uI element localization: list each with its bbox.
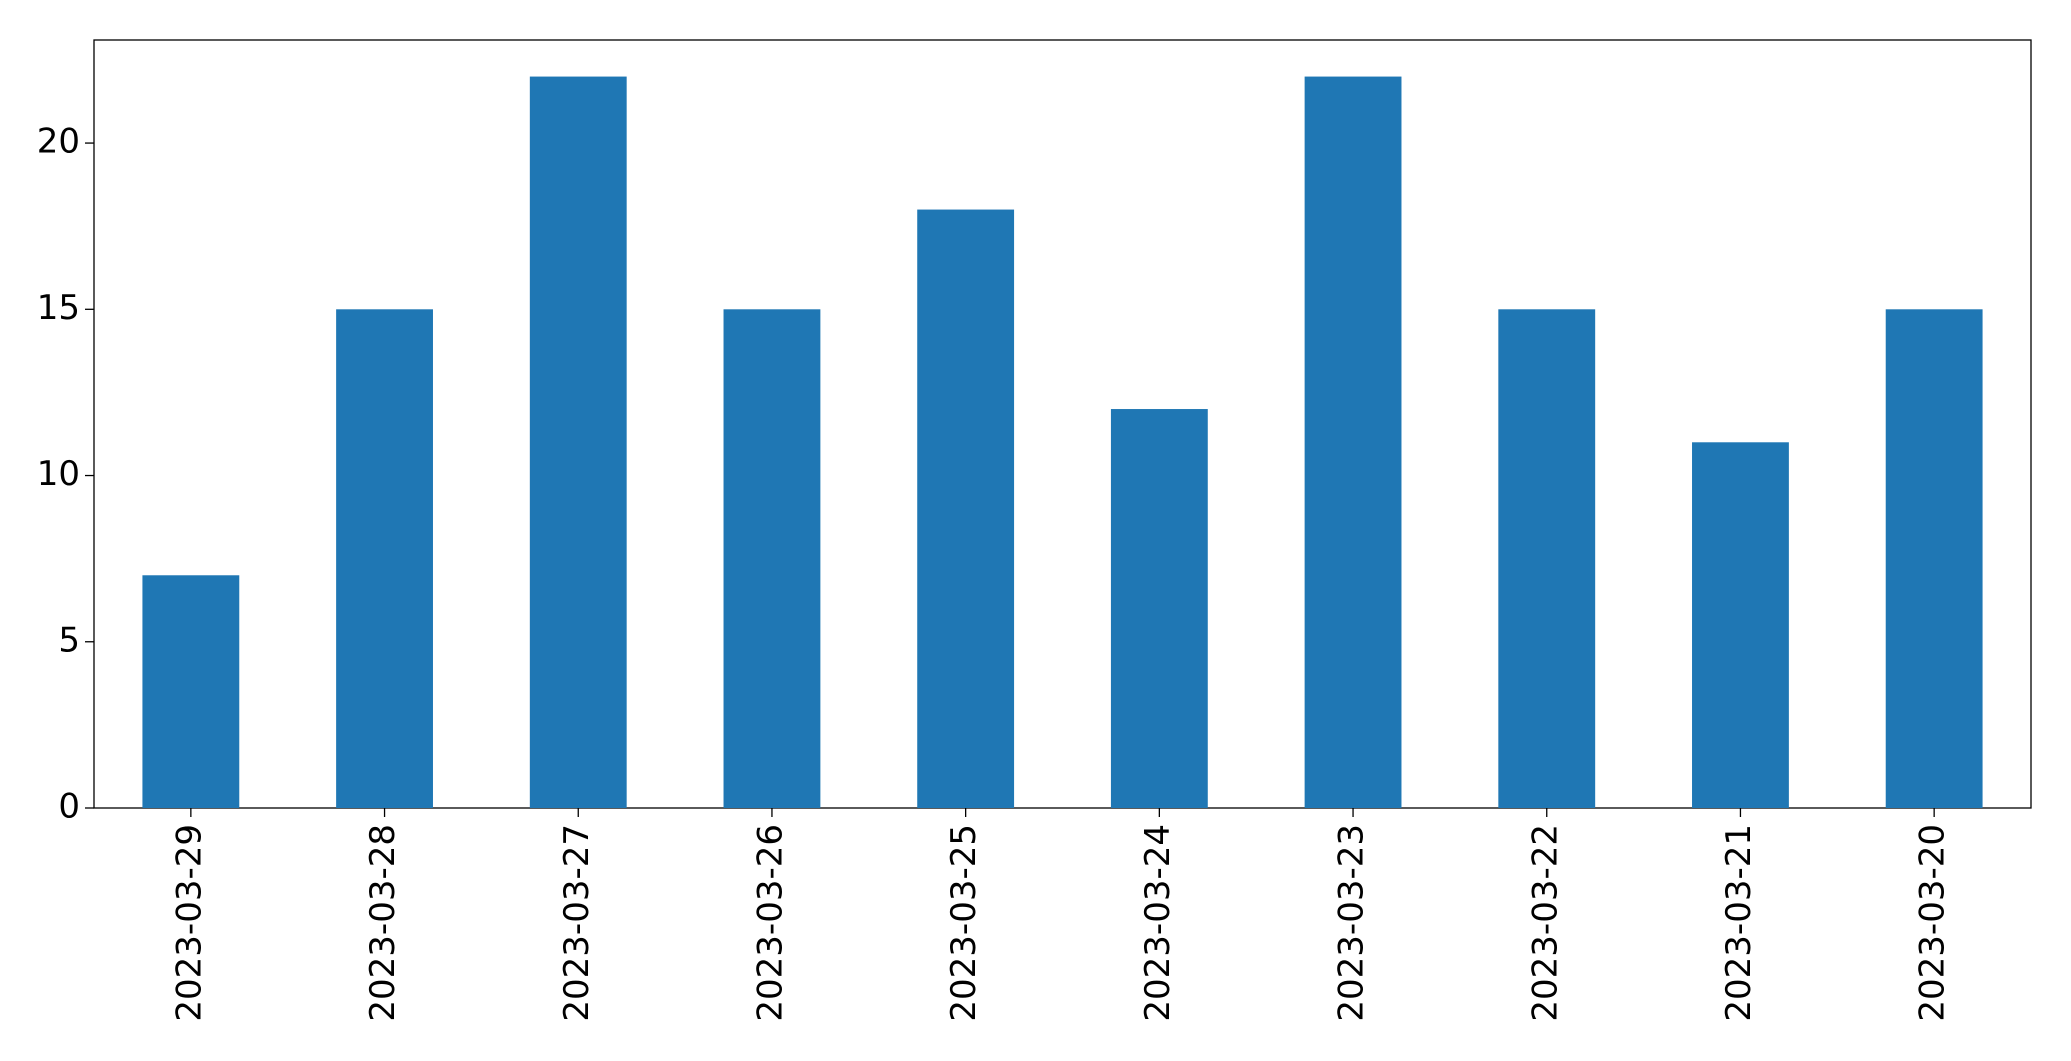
x-tick-label: 2023-03-27 [557, 824, 597, 1022]
bar [723, 309, 821, 808]
x-tick-label: 2023-03-23 [1332, 824, 1372, 1022]
plot-frame [93, 39, 2032, 809]
bar [1304, 76, 1402, 809]
x-tick-label: 2023-03-21 [1719, 824, 1759, 1022]
bar [336, 309, 433, 808]
y-tick-label: 10 [37, 454, 80, 494]
x-tick-label: 2023-03-26 [750, 824, 790, 1022]
bar [142, 575, 240, 808]
x-tick-label: 2023-03-25 [944, 824, 984, 1022]
x-tick-label: 2023-03-20 [1913, 824, 1953, 1022]
x-tick-label: 2023-03-24 [1138, 824, 1178, 1022]
bar [1692, 442, 1789, 808]
bar [529, 76, 627, 809]
bar [1885, 309, 1983, 808]
y-tick-label: 5 [58, 620, 80, 660]
bar [1110, 409, 1208, 808]
x-tick-label: 2023-03-22 [1525, 824, 1565, 1022]
x-tick-label: 2023-03-29 [169, 824, 209, 1022]
y-tick-label: 15 [37, 288, 80, 328]
y-tick-label: 0 [58, 787, 80, 827]
bar [1498, 309, 1596, 808]
bar [917, 209, 1015, 808]
y-tick-label: 20 [37, 122, 80, 162]
x-tick-label: 2023-03-28 [363, 824, 403, 1022]
